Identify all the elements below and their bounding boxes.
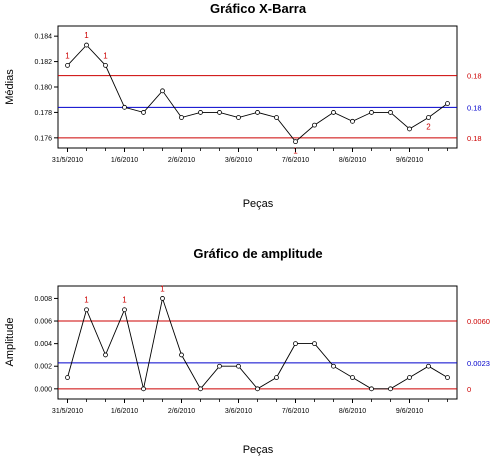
range-data-point xyxy=(369,386,374,392)
range-x-tick-label: 2/6/2010 xyxy=(168,408,195,415)
range-data-point xyxy=(312,341,317,347)
xbar-x-tick-label: 9/6/2010 xyxy=(396,157,423,164)
xbar-data-point xyxy=(198,110,203,115)
range-x-tick-label: 7/6/2010 xyxy=(282,408,309,415)
range-x-tick-label: 9/6/2010 xyxy=(396,408,423,415)
range-y-tick-label: 0.006 xyxy=(34,319,52,326)
xbar-y-tick-label: 0.184 xyxy=(34,34,52,41)
xbar-data-point xyxy=(388,110,393,115)
xbar-data-point xyxy=(236,115,241,120)
xbar-data-point xyxy=(274,115,279,120)
range-data-point xyxy=(350,375,355,380)
xbar-y-axis-label: Médias xyxy=(4,69,16,105)
range-x-axis-label: Peças xyxy=(243,444,274,456)
range-y-axis-label: Amplitude xyxy=(4,318,16,367)
xbar-data-point xyxy=(84,42,89,48)
xbar-x-axis-label: Peças xyxy=(243,198,274,210)
xbar-lcl-label: 0.18 xyxy=(467,134,482,143)
xbar-violation-label: 2 xyxy=(426,123,431,132)
xbar-cl-label: 0.18 xyxy=(467,103,482,112)
xbar-data-point xyxy=(407,126,412,132)
xbar-x-tick-label: 8/6/2010 xyxy=(339,157,366,164)
xbar-series-line xyxy=(67,44,448,143)
range-ucl-label: 0.0060 xyxy=(467,317,490,326)
xbar-data-point xyxy=(350,118,355,124)
range-y-tick-label: 0.000 xyxy=(34,386,52,393)
xbar-data-point xyxy=(160,88,165,94)
range-y-tick-label: 0.008 xyxy=(34,296,52,303)
xbar-data-point xyxy=(312,122,317,128)
xbar-chart-panel: Gráfico X-Barra Médias Peças 0.18 0.18 0.1… xyxy=(4,1,482,210)
range-x-tick-label: 31/5/2010 xyxy=(52,408,83,415)
xbar-x-tick-label: 7/6/2010 xyxy=(282,157,309,164)
range-data-point xyxy=(445,375,450,380)
xbar-x-tick-label: 31/5/2010 xyxy=(52,157,83,164)
range-data-point xyxy=(84,307,89,313)
range-data-point xyxy=(217,363,222,369)
range-violation-label: 1 xyxy=(84,296,89,305)
xbar-data-point xyxy=(331,110,336,115)
xbar-y-tick-label: 0.182 xyxy=(34,59,52,66)
xbar-x-tick-label: 1/6/2010 xyxy=(111,157,138,164)
range-y-tick-label: 0.004 xyxy=(34,341,52,348)
xbar-data-point xyxy=(141,110,146,115)
xbar-data-point xyxy=(217,110,222,115)
range-chart-title: Gráfico de amplitude xyxy=(193,246,322,261)
range-violation-label: 1 xyxy=(160,284,165,293)
xbar-violation-label: 1 xyxy=(103,51,108,60)
xbar-violation-label: 1 xyxy=(65,51,70,60)
xbar-x-tick-label: 3/6/2010 xyxy=(225,157,252,164)
xbar-ucl-label: 0.18 xyxy=(467,72,482,81)
xbar-data-point xyxy=(65,62,70,68)
xbar-data-point xyxy=(445,101,450,106)
xbar-violation-label: 1 xyxy=(84,31,89,40)
range-data-point xyxy=(255,386,260,392)
xbar-data-point xyxy=(255,110,260,115)
range-data-point xyxy=(388,386,393,392)
range-x-tick-label: 3/6/2010 xyxy=(225,408,252,415)
xbar-x-tick-label: 2/6/2010 xyxy=(168,157,195,164)
range-data-point xyxy=(160,296,165,301)
xbar-data-point xyxy=(293,139,298,145)
xbar-data-point xyxy=(369,110,374,115)
range-cl-label: 0.0023 xyxy=(467,359,490,368)
xbar-data-point xyxy=(426,115,431,120)
xbar-plot-box xyxy=(57,25,458,149)
range-chart-panel: Gráfico de amplitude Amplitude Peças 0.0… xyxy=(4,246,490,456)
xbar-y-tick-label: 0.178 xyxy=(34,110,52,117)
xbar-data-point xyxy=(122,104,127,110)
range-y-tick-label: 0.002 xyxy=(34,364,52,371)
range-violation-label: 1 xyxy=(122,296,127,305)
range-data-point xyxy=(65,375,70,380)
range-data-point xyxy=(103,352,108,358)
range-x-tick-label: 8/6/2010 xyxy=(339,408,366,415)
xbar-chart-title: Gráfico X-Barra xyxy=(210,1,307,16)
range-data-point xyxy=(179,352,184,358)
range-data-point xyxy=(331,363,336,369)
range-lcl-label: 0 xyxy=(467,385,471,394)
range-data-point xyxy=(122,307,127,313)
range-plot-box xyxy=(57,285,458,400)
range-data-point xyxy=(274,375,279,380)
xbar-data-point xyxy=(103,62,108,68)
range-data-point xyxy=(141,386,146,392)
range-x-tick-label: 1/6/2010 xyxy=(111,408,138,415)
range-data-point xyxy=(407,375,412,380)
range-data-point xyxy=(293,341,298,347)
range-data-point xyxy=(236,363,241,369)
range-data-point xyxy=(198,386,203,392)
xbar-data-point xyxy=(179,115,184,120)
xbar-y-tick-label: 0.176 xyxy=(34,135,52,142)
range-data-point xyxy=(426,363,431,369)
xbar-y-tick-label: 0.180 xyxy=(34,85,52,92)
